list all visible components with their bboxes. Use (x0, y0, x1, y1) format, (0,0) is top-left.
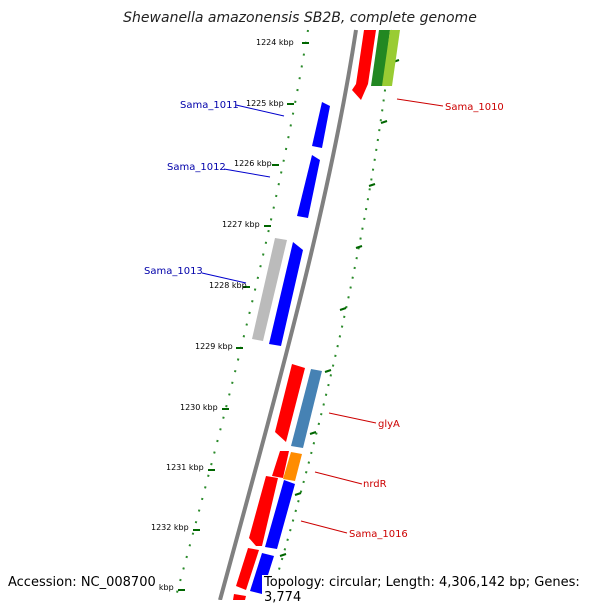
gene-label-glyA[interactable]: glyA (378, 419, 400, 430)
inner-track (174, 29, 309, 600)
feature-sama-1011[interactable] (312, 102, 330, 148)
gene-labels: Sama_1010 Sama_1011 Sama_1012 Sama_1013 … (144, 100, 504, 540)
feature-sama-1013[interactable] (269, 242, 303, 346)
feature-steelblue[interactable] (291, 369, 322, 448)
topology-text: Topology: circular; Length: 4,306,142 bp… (262, 575, 600, 605)
tick-label: 1230 kbp (180, 403, 218, 412)
feature-grey[interactable] (252, 238, 287, 341)
accession-text: Accession: NC_008700 (8, 575, 156, 590)
gene-label-sama-1016[interactable]: Sama_1016 (349, 529, 408, 540)
feature-glyA[interactable] (275, 364, 305, 442)
label-leaders (201, 98, 444, 534)
feature-set-forward (233, 30, 400, 600)
tick-label: 1224 kbp (256, 38, 294, 47)
feature-sama-1012[interactable] (297, 155, 320, 218)
feature-green-1[interactable] (371, 30, 390, 86)
gene-label-sama-1013[interactable]: Sama_1013 (144, 266, 203, 277)
tick-label: 1226 kbp (234, 159, 272, 168)
tick-marks (178, 42, 309, 591)
tick-label: 1232 kbp (151, 523, 189, 532)
tick-label: 1228 kbp (209, 281, 247, 290)
gene-label-sama-1012[interactable]: Sama_1012 (167, 162, 226, 173)
feature-green-2[interactable] (382, 30, 400, 86)
feature-red-small[interactable] (272, 451, 289, 478)
feature-red-2[interactable] (249, 476, 278, 546)
feature-red-3[interactable] (236, 548, 259, 590)
gene-label-sama-1011[interactable]: Sama_1011 (180, 100, 239, 111)
feature-nrdR[interactable] (283, 452, 302, 481)
tick-label: 1231 kbp (166, 463, 204, 472)
gene-label-sama-1010[interactable]: Sama_1010 (445, 102, 504, 113)
map-title: Shewanella amazonensis SB2B, complete ge… (123, 10, 477, 26)
tick-label: 1227 kbp (222, 220, 260, 229)
outer-track (269, 29, 393, 600)
feature-sama-1010[interactable] (352, 30, 376, 100)
feature-blue-small[interactable] (250, 553, 274, 594)
tick-label: 1229 kbp (195, 342, 233, 351)
feature-red-4[interactable] (233, 594, 246, 600)
gene-label-nrdR[interactable]: nrdR (363, 479, 387, 490)
tick-label: 1225 kbp (246, 99, 284, 108)
feature-sama-1016[interactable] (265, 480, 295, 549)
backbone-ring (218, 29, 358, 600)
